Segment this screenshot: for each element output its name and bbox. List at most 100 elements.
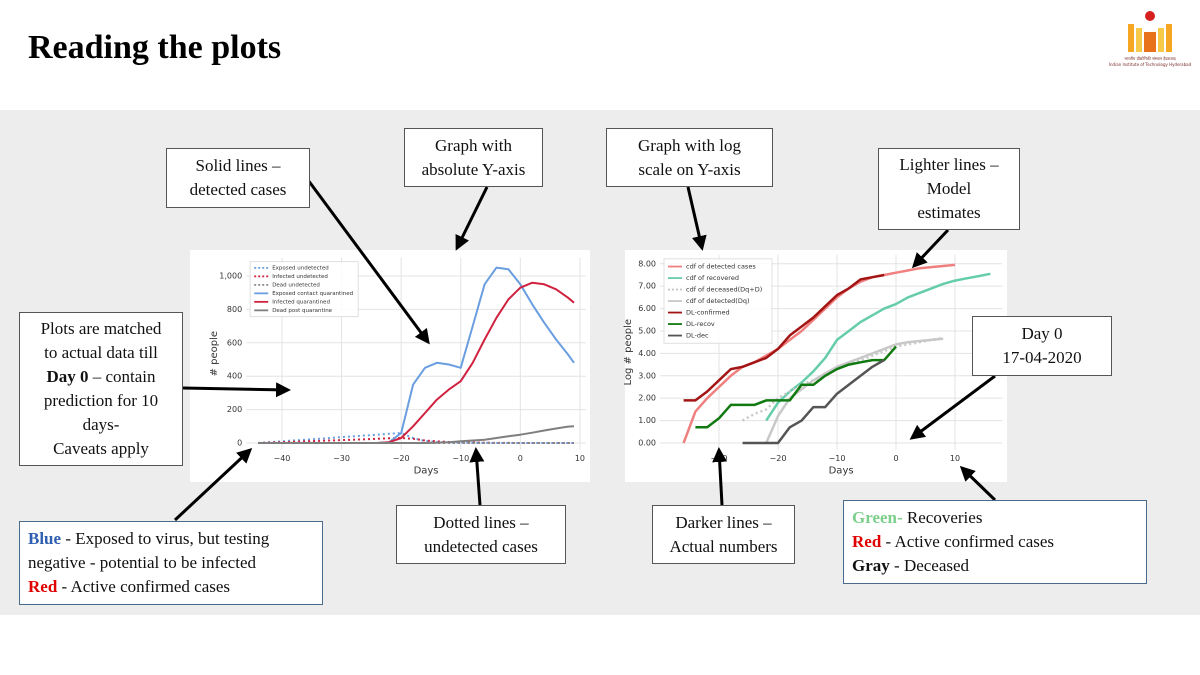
callout-text: Graph with bbox=[435, 135, 512, 155]
y-tick-label: 3.00 bbox=[638, 371, 656, 380]
callout: Solid lines – detected cases bbox=[166, 148, 310, 208]
callout-text: Recoveries bbox=[902, 508, 983, 527]
legend-label: Exposed contact quarantined bbox=[272, 291, 353, 297]
callout: Graph with absolute Y-axis bbox=[404, 128, 543, 187]
y-tick-label: 1.00 bbox=[638, 416, 656, 425]
y-tick-label: 800 bbox=[227, 305, 242, 314]
x-tick-label: −10 bbox=[829, 454, 846, 463]
y-tick-label: 2.00 bbox=[638, 394, 656, 403]
callout-text: detected cases bbox=[189, 180, 287, 199]
callout-text: 17-04-2020 bbox=[1002, 348, 1082, 367]
callout-text: Caveats apply bbox=[53, 439, 149, 458]
callout-text: absolute Y-axis bbox=[421, 159, 526, 179]
series-line bbox=[682, 263, 956, 444]
logo-caption: भारतीय प्रौद्योगिकी संस्थान हैदराबाद bbox=[1124, 56, 1176, 61]
y-tick-label: 8.00 bbox=[638, 259, 656, 268]
legend-box bbox=[249, 261, 359, 318]
callout-line: Red - Active confirmed cases bbox=[852, 530, 1138, 554]
callout-text: Plots are matched bbox=[40, 319, 162, 338]
callout-line: Plots are matched bbox=[28, 317, 174, 341]
callout: Plots are matched to actual data till Day … bbox=[19, 312, 183, 466]
x-tick-label: −20 bbox=[770, 454, 787, 463]
callout-text: - Deceased bbox=[889, 556, 970, 575]
callout-line: absolute Y-axis bbox=[413, 158, 534, 182]
callout-line: prediction for 10 bbox=[28, 389, 174, 413]
x-tick-label: 10 bbox=[950, 454, 960, 463]
callout-text: - Active confirmed cases bbox=[57, 577, 231, 596]
legend-label: cdf of detected(Dq) bbox=[686, 297, 750, 305]
x-tick-label: −20 bbox=[393, 454, 410, 463]
x-axis-label: Days bbox=[414, 466, 439, 477]
callout-text: Blue bbox=[28, 529, 62, 548]
series-line bbox=[683, 273, 885, 402]
legend-label: Dead post quarantine bbox=[272, 308, 332, 314]
x-tick-label: 0 bbox=[893, 454, 898, 463]
arrows bbox=[173, 179, 997, 522]
logo-caption: Indian Institute of Technology Hyderabad bbox=[1109, 62, 1192, 67]
legend-label: cdf of detected cases bbox=[686, 263, 756, 271]
callout-line: Day 0 – contain bbox=[28, 365, 174, 389]
callout-line: negative - potential to be infected bbox=[28, 551, 314, 575]
callout-text: Green- bbox=[852, 508, 903, 527]
callout-text: negative - potential to be infected bbox=[28, 553, 256, 572]
callout: Darker lines – Actual numbers bbox=[652, 505, 795, 564]
y-tick-label: 600 bbox=[227, 338, 242, 347]
callout-text: days- bbox=[82, 415, 120, 434]
callout-line: to actual data till bbox=[28, 341, 174, 365]
callout-text: Day 0 bbox=[46, 367, 89, 386]
legend-label: cdf of recovered bbox=[686, 274, 739, 282]
callout-text: Model bbox=[926, 179, 972, 198]
callout-text: - Exposed to virus, but testing bbox=[61, 529, 270, 548]
callout-text: - Active confirmed cases bbox=[881, 532, 1055, 551]
callout-line: Model bbox=[887, 177, 1011, 201]
callout-line: Graph with log bbox=[615, 134, 764, 158]
callout-line: estimates bbox=[887, 201, 1011, 225]
x-tick-label: 10 bbox=[575, 454, 585, 463]
callout-line: days- bbox=[28, 413, 174, 437]
callout-line: Solid lines – bbox=[175, 154, 301, 178]
callout-line: Actual numbers bbox=[661, 535, 786, 559]
callout-text: estimates bbox=[917, 203, 981, 222]
callout-text: Solid lines – bbox=[195, 156, 281, 175]
callout-line: Graph with bbox=[413, 134, 534, 158]
callout-text: – contain bbox=[88, 367, 156, 386]
series-line bbox=[742, 359, 885, 445]
callout: Lighter lines – Model estimates bbox=[878, 148, 1020, 230]
x-axis-label: Days bbox=[829, 466, 854, 477]
x-tick-label: 0 bbox=[518, 454, 523, 463]
callout-line: Red - Active confirmed cases bbox=[28, 575, 314, 599]
callout: Blue - Exposed to virus, but testing nega… bbox=[19, 521, 323, 605]
series-line bbox=[695, 345, 897, 429]
y-axis-label: # people bbox=[209, 331, 220, 376]
legend-label: Infected undetected bbox=[272, 274, 328, 280]
legend-label: cdf of deceased(Dq+D) bbox=[686, 286, 762, 294]
x-tick-label: −10 bbox=[452, 454, 469, 463]
y-tick-label: 1,000 bbox=[219, 271, 242, 280]
x-tick-label: −40 bbox=[274, 454, 291, 463]
callout-line: Day 0 bbox=[981, 322, 1103, 346]
callout-line: Green- Recoveries bbox=[852, 506, 1138, 530]
callout-text: Red bbox=[852, 532, 882, 551]
callout-text: Darker lines – bbox=[675, 512, 772, 532]
series-line bbox=[258, 425, 575, 444]
y-tick-label: 0 bbox=[237, 439, 242, 448]
callout-line: 17-04-2020 bbox=[981, 346, 1103, 370]
legend-label: DL-confirmed bbox=[686, 309, 730, 317]
callout-text: Red bbox=[28, 577, 58, 596]
y-tick-label: 400 bbox=[227, 372, 242, 381]
callout-text: Dotted lines – bbox=[433, 512, 529, 532]
callout: Graph with log scale on Y-axis bbox=[606, 128, 773, 187]
callout-text: Day 0 bbox=[1021, 324, 1063, 343]
series-line bbox=[765, 272, 991, 422]
callout-line: Lighter lines – bbox=[887, 153, 1011, 177]
callout-line: detected cases bbox=[175, 178, 301, 202]
legend-label: DL-dec bbox=[686, 332, 709, 340]
callout-line: Blue - Exposed to virus, but testing bbox=[28, 527, 314, 551]
callout-text: scale on Y-axis bbox=[638, 159, 741, 179]
callout: Dotted lines – undetected cases bbox=[396, 505, 566, 564]
callout-line: Darker lines – bbox=[661, 511, 786, 535]
callout-text: Lighter lines – bbox=[899, 155, 999, 174]
slide-title: Reading the plots bbox=[28, 29, 281, 66]
